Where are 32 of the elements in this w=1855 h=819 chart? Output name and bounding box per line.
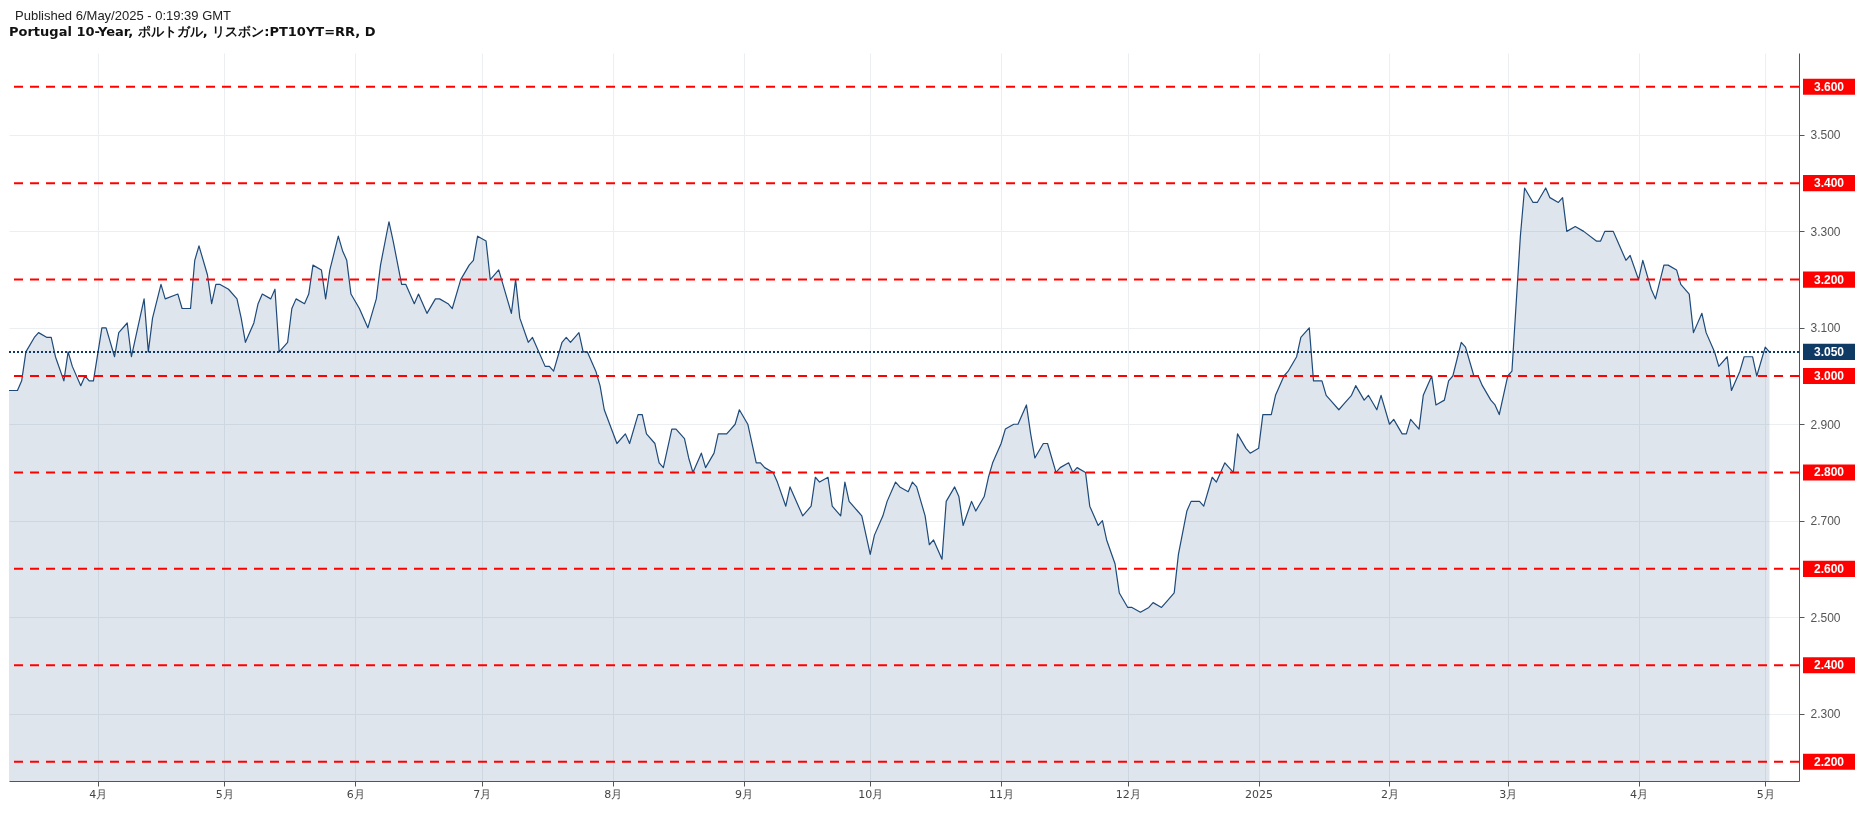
y-tick-label: 3.100 xyxy=(1810,321,1841,336)
y-tick-label: 3.300 xyxy=(1810,224,1841,239)
ref-line-label: 3.050 xyxy=(1813,344,1845,359)
text: Published 6/May/2025 - 0:19:39 GMT xyxy=(14,7,233,24)
x-tick-label: 8月 xyxy=(604,787,623,801)
ref-line-label: 2.800 xyxy=(1813,465,1845,480)
ref-line-label: 2.200 xyxy=(1813,754,1845,769)
x-tick-label: 4月 xyxy=(1630,787,1649,801)
y-tick-label: 2.500 xyxy=(1810,610,1841,625)
ref-line-label: 3.000 xyxy=(1813,369,1845,384)
ref-line-label: 3.600 xyxy=(1813,79,1845,94)
x-tick-label: 4月 xyxy=(89,787,108,801)
x-tick-label: 12月 xyxy=(1115,787,1141,801)
ref-line-label: 3.400 xyxy=(1813,176,1845,191)
x-tick-label: 2025 xyxy=(1245,787,1274,801)
y-tick-label: 2.900 xyxy=(1810,417,1841,432)
x-tick-label: 5月 xyxy=(1756,787,1775,801)
y-tick-label: 2.300 xyxy=(1810,707,1841,721)
x-tick-label: 2月 xyxy=(1381,787,1399,801)
ref-line-label: 2.600 xyxy=(1813,561,1845,576)
x-tick-label: 10月 xyxy=(858,787,884,801)
chart-title: Portugal 10-Year, ポルトガル, リスボン:PT10YT=RR, D xyxy=(9,24,376,39)
x-tick-label: 7月 xyxy=(473,787,492,801)
x-tick-label: 5月 xyxy=(215,787,234,801)
y-tick-label: 3.500 xyxy=(1810,128,1841,143)
x-tick-label: 9月 xyxy=(735,787,754,801)
x-tick-label: 6月 xyxy=(346,787,365,801)
x-tick-label: 11月 xyxy=(989,787,1015,801)
x-tick-label: 3月 xyxy=(1499,787,1518,801)
ref-line-label: 2.400 xyxy=(1813,658,1845,673)
y-tick-label: 2.700 xyxy=(1810,514,1841,529)
ref-line-label: 3.200 xyxy=(1813,272,1845,287)
